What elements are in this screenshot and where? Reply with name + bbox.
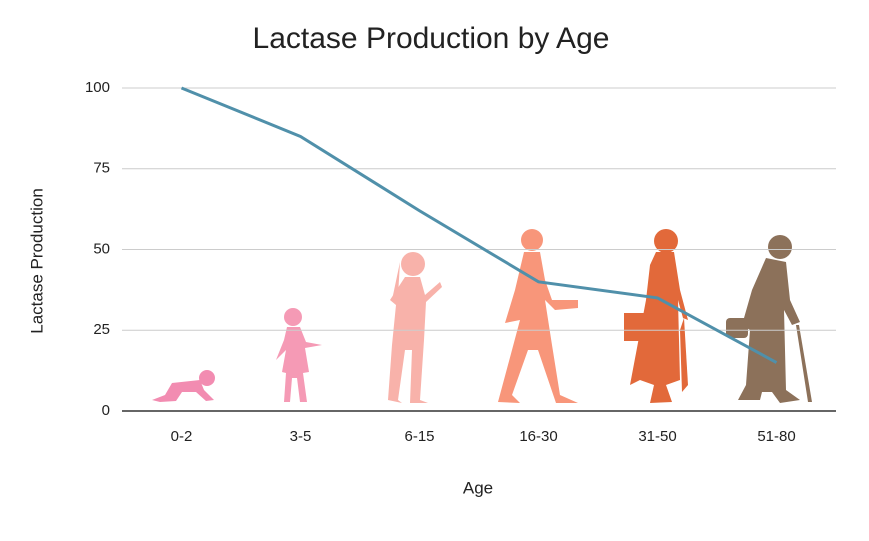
data-line — [180, 86, 778, 364]
y-axis-label: Lactase Production — [27, 188, 46, 334]
bag-shape — [726, 318, 748, 338]
y-tick-label: 50 — [93, 240, 110, 257]
x-tick-label: 16-30 — [519, 428, 557, 445]
baby-figure — [152, 370, 215, 402]
bag-shape — [624, 313, 648, 341]
y-tick-label: 75 — [93, 160, 110, 177]
y-tick-label: 25 — [93, 321, 110, 338]
child-figure — [276, 308, 322, 402]
x-tick-label: 3-5 — [290, 428, 312, 445]
adult-figure — [624, 229, 688, 403]
y-tick-label: 100 — [85, 79, 110, 96]
girl-figure — [388, 252, 442, 403]
x-tick-label: 0-2 — [171, 428, 193, 445]
woman-figure — [498, 229, 578, 403]
x-axis-label: Age — [463, 478, 493, 497]
y-tick-label: 0 — [102, 402, 110, 419]
x-tick-label: 51-80 — [757, 428, 795, 445]
x-tick-label: 6-15 — [404, 428, 434, 445]
chart-title: Lactase Production by Age — [253, 22, 610, 55]
x-tick-label: 31-50 — [638, 428, 676, 445]
